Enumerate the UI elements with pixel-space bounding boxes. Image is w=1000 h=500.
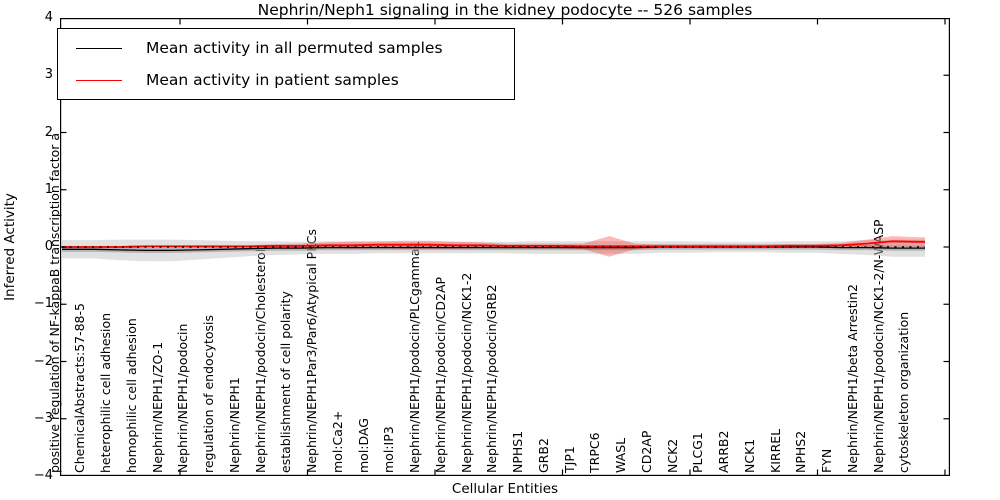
plot-area: [60, 18, 950, 476]
x-axis-label: Cellular Entities: [451, 481, 559, 497]
legend-label: Mean activity in patient samples: [146, 71, 399, 89]
permuted-line-swatch: [76, 47, 122, 49]
permuted-mean-line: [62, 246, 925, 252]
legend-label: Mean activity in all permuted samples: [146, 39, 443, 57]
y-tick-label: −3: [33, 410, 53, 426]
y-tick-label: 1: [44, 181, 53, 197]
y-tick-label: 2: [44, 124, 53, 140]
y-tick-label: −1: [33, 296, 53, 312]
y-tick-label: 3: [44, 67, 53, 83]
patient-mean-line: [62, 240, 925, 248]
legend-item-permuted: Mean activity in all permuted samples: [58, 35, 514, 61]
patient-line-swatch: [76, 79, 122, 81]
legend-item-patient: Mean activity in patient samples: [58, 67, 514, 93]
legend: Mean activity in all permuted samples Me…: [57, 28, 515, 100]
y-tick-label: −2: [33, 353, 53, 369]
y-tick-label: 4: [44, 10, 53, 25]
y-tick-label: −4: [33, 468, 53, 483]
chart-title: Nephrin/Neph1 signaling in the kidney po…: [257, 1, 753, 19]
y-tick-label: 0: [44, 239, 53, 254]
